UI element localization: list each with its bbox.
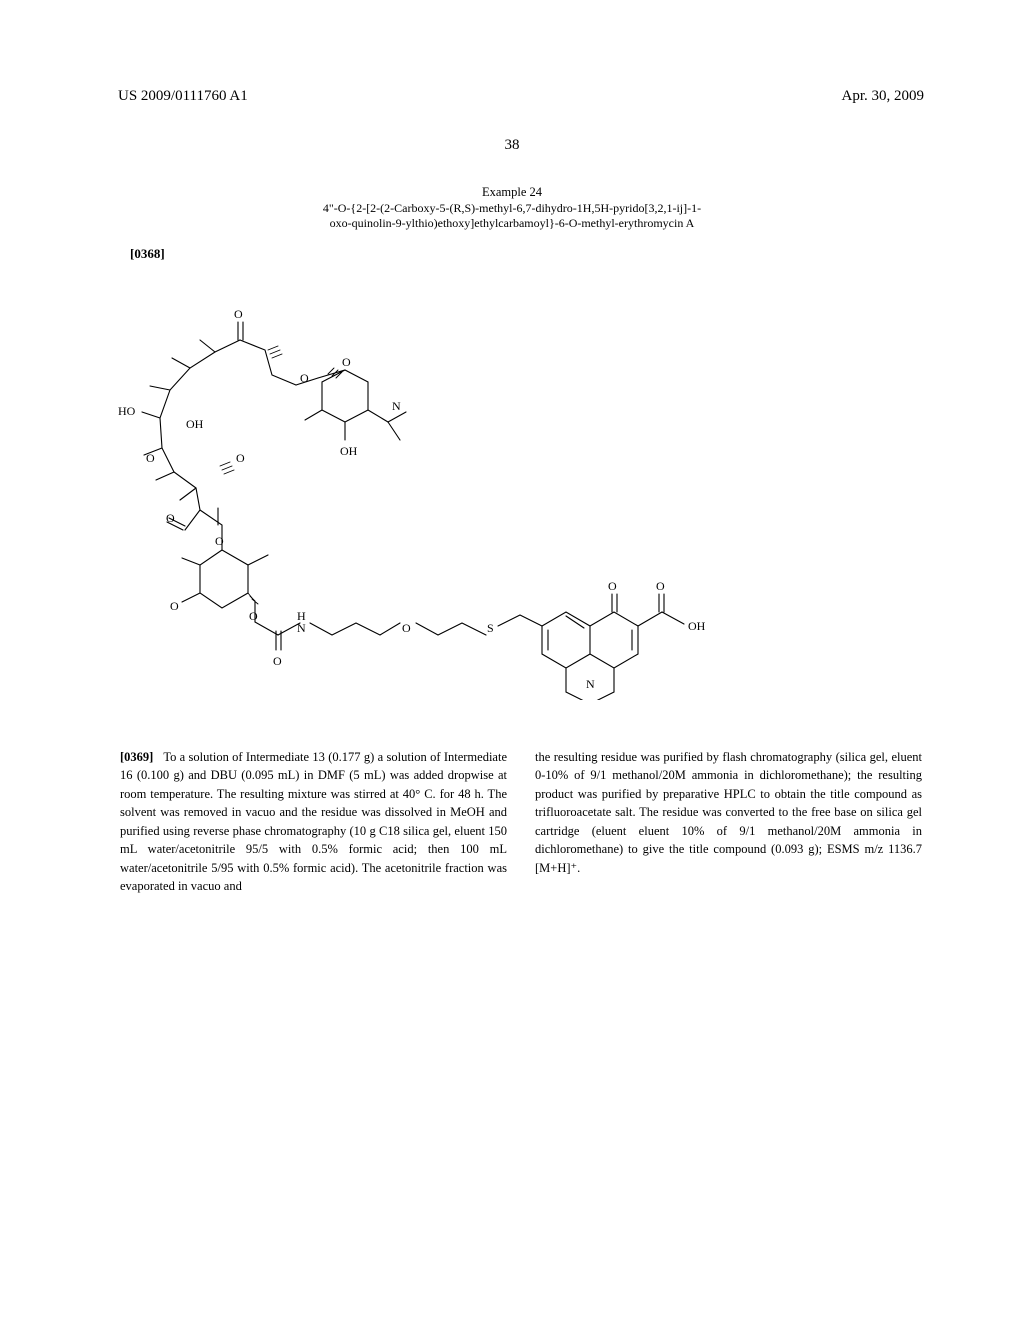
label-n3: N — [586, 677, 595, 691]
body-left-text: To a solution of Intermediate 13 (0.177 … — [120, 750, 507, 894]
pub-number: US 2009/0111760 A1 — [118, 88, 248, 105]
label-o10: O — [402, 621, 411, 635]
label-o11: O — [608, 579, 617, 593]
body-right-text: the resulting residue was purified by fl… — [535, 750, 922, 875]
paragraph-ref-0368: [0368] — [130, 246, 1024, 262]
example-title: Example 24 — [322, 184, 702, 200]
paragraph-ref-0369: [0369] — [120, 750, 153, 764]
body-columns: [0369] To a solution of Intermediate 13 … — [0, 700, 1024, 896]
pub-date: Apr. 30, 2009 — [842, 88, 925, 105]
example-compound: 4"-O-{2-[2-(2-Carboxy-5-(R,S)-methyl-6,7… — [322, 201, 702, 232]
label-s: S — [487, 621, 494, 635]
label-oh3: OH — [688, 619, 706, 633]
label-o3: O — [342, 355, 351, 369]
label-oh2: OH — [340, 444, 358, 458]
label-o6: O — [215, 534, 224, 548]
label-o7: O — [170, 599, 179, 613]
example-heading: Example 24 4"-O-{2-[2-(2-Carboxy-5-(R,S)… — [322, 184, 702, 232]
body-col-right: the resulting residue was purified by fl… — [535, 748, 922, 896]
page-number: 38 — [0, 137, 1024, 154]
body-col-left: [0369] To a solution of Intermediate 13 … — [120, 748, 507, 896]
label-o13: O — [656, 579, 665, 593]
label-ho: HO — [118, 404, 136, 418]
label-o12: O — [236, 451, 245, 465]
label-o5: O — [166, 511, 175, 525]
label-o2: O — [300, 371, 309, 385]
label-o9: O — [273, 654, 282, 668]
label-oh1: OH — [186, 417, 204, 431]
label-o8: O — [249, 609, 258, 623]
label-n2: N — [297, 621, 306, 635]
label-o4: O — [146, 451, 155, 465]
label-o: O — [234, 307, 243, 321]
label-n1: N — [392, 399, 401, 413]
chemical-structure: O HO OH O O N OH O O O O O O O H N O S O… — [100, 290, 780, 700]
